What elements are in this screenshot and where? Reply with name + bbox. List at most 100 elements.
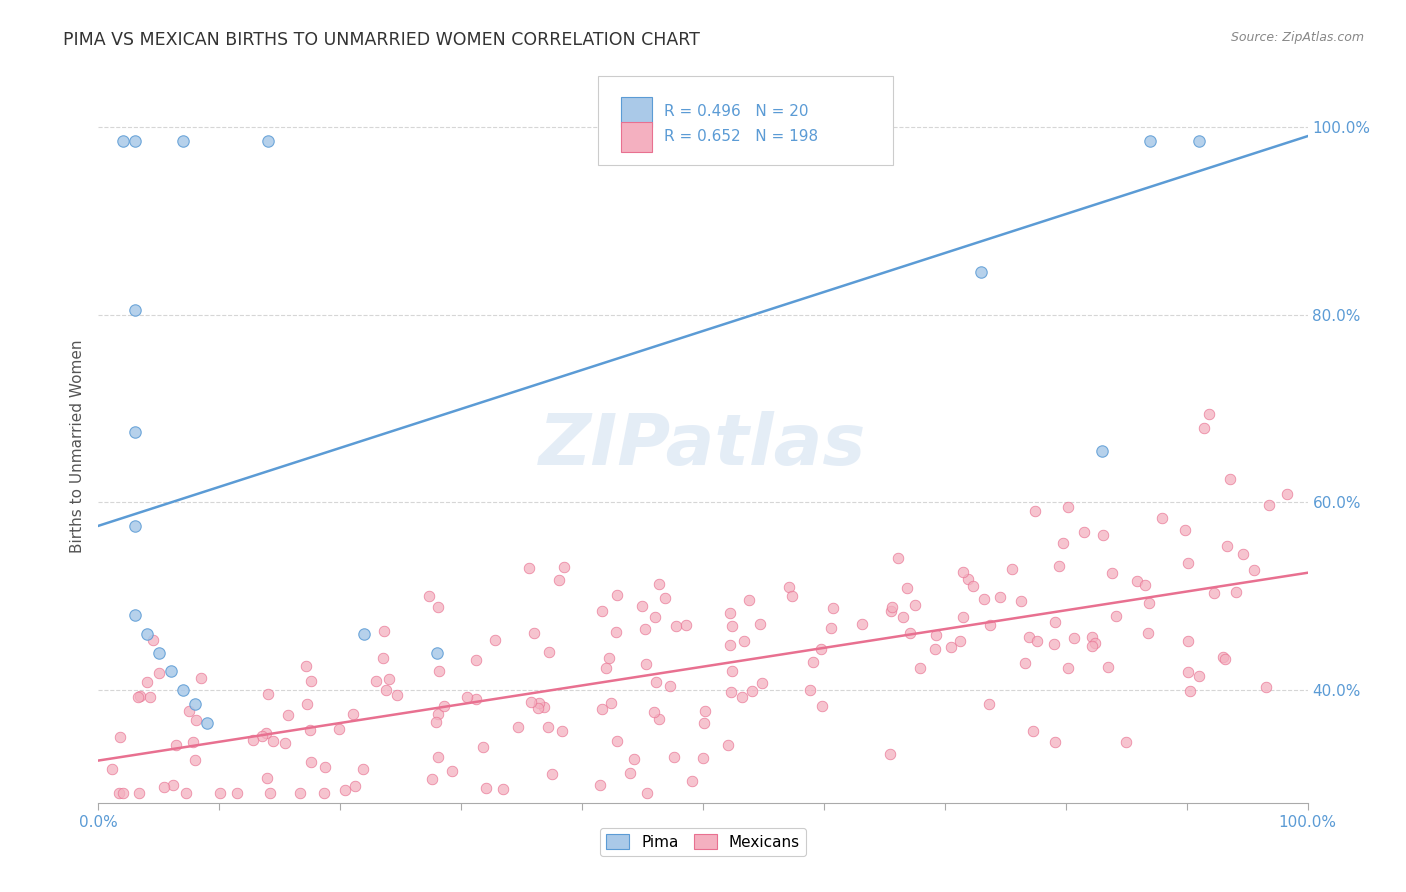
Point <box>645 675 668 690</box>
Point <box>1258 498 1281 512</box>
Point <box>333 782 356 797</box>
Point <box>519 695 541 709</box>
Point <box>970 265 993 279</box>
Text: R = 0.652   N = 198: R = 0.652 N = 198 <box>664 129 818 145</box>
Point <box>517 560 540 574</box>
Point <box>634 622 657 636</box>
Point <box>553 560 575 574</box>
Point <box>598 651 620 665</box>
Point <box>181 735 204 749</box>
Point <box>654 591 676 606</box>
Text: Source: ZipAtlas.com: Source: ZipAtlas.com <box>1230 31 1364 45</box>
Point <box>1150 510 1173 524</box>
Point <box>821 600 844 615</box>
Point <box>898 626 921 640</box>
Point <box>1105 609 1128 624</box>
Point <box>896 581 918 595</box>
Point <box>949 633 972 648</box>
Point <box>605 625 627 640</box>
Point <box>527 696 550 710</box>
Text: PIMA VS MEXICAN BIRTHS TO UNMARRIED WOMEN CORRELATION CHART: PIMA VS MEXICAN BIRTHS TO UNMARRIED WOME… <box>63 31 700 49</box>
Point <box>956 572 979 586</box>
Point <box>1052 536 1074 550</box>
Point <box>1115 734 1137 748</box>
Point <box>540 766 562 780</box>
Point <box>1043 637 1066 651</box>
Point <box>418 589 440 603</box>
Point <box>226 786 249 800</box>
Point <box>135 627 157 641</box>
Point <box>538 645 561 659</box>
Point <box>1081 630 1104 644</box>
Point <box>778 580 800 594</box>
Point <box>440 764 463 778</box>
Point <box>111 134 134 148</box>
Point <box>1188 134 1211 148</box>
Point <box>636 786 658 800</box>
Point <box>129 689 152 703</box>
Point <box>426 646 449 660</box>
Point <box>343 779 366 793</box>
Point <box>664 749 686 764</box>
Point <box>1192 421 1215 435</box>
Point <box>254 726 277 740</box>
Point <box>184 713 207 727</box>
Point <box>799 682 821 697</box>
Point <box>962 579 984 593</box>
Point <box>820 621 842 635</box>
Point <box>533 700 555 714</box>
Point <box>939 640 962 655</box>
Point <box>811 698 834 713</box>
Point <box>1081 639 1104 653</box>
Point <box>952 566 974 580</box>
Point <box>373 650 395 665</box>
Point <box>733 633 755 648</box>
Point <box>659 679 682 693</box>
Point <box>1018 630 1040 644</box>
Point <box>252 729 274 743</box>
Point <box>1178 684 1201 698</box>
Point <box>600 696 623 710</box>
Point <box>979 618 1001 632</box>
Point <box>1188 669 1211 683</box>
Point <box>422 772 444 787</box>
Point <box>623 752 645 766</box>
Point <box>880 599 903 614</box>
Point <box>135 674 157 689</box>
Point <box>475 781 498 796</box>
Point <box>110 730 132 744</box>
Point <box>471 739 494 754</box>
Point <box>1047 559 1070 574</box>
Point <box>195 716 218 731</box>
Point <box>1139 134 1161 148</box>
Point <box>630 599 652 614</box>
Y-axis label: Births to Unmarried Women: Births to Unmarried Women <box>69 339 84 553</box>
Point <box>925 628 948 642</box>
Point <box>924 641 946 656</box>
Point <box>148 646 170 660</box>
Point <box>299 674 322 689</box>
Point <box>426 599 449 614</box>
Text: R = 0.496   N = 20: R = 0.496 N = 20 <box>664 104 808 120</box>
Point <box>606 733 628 747</box>
Point <box>973 592 995 607</box>
Point <box>591 702 613 716</box>
Point <box>718 606 741 620</box>
Point <box>314 760 336 774</box>
Point <box>426 750 449 764</box>
Point <box>152 780 174 795</box>
Point <box>427 665 450 679</box>
Point <box>256 134 278 148</box>
Point <box>165 738 187 752</box>
Point <box>1275 487 1298 501</box>
Point <box>648 712 671 726</box>
Point <box>101 762 124 776</box>
Point <box>294 658 316 673</box>
Legend: Pima, Mexicans: Pima, Mexicans <box>600 828 806 855</box>
Point <box>1133 577 1156 591</box>
Point <box>112 786 135 800</box>
Point <box>721 619 744 633</box>
Point <box>718 638 741 652</box>
Point <box>184 697 207 711</box>
Point <box>880 604 903 618</box>
